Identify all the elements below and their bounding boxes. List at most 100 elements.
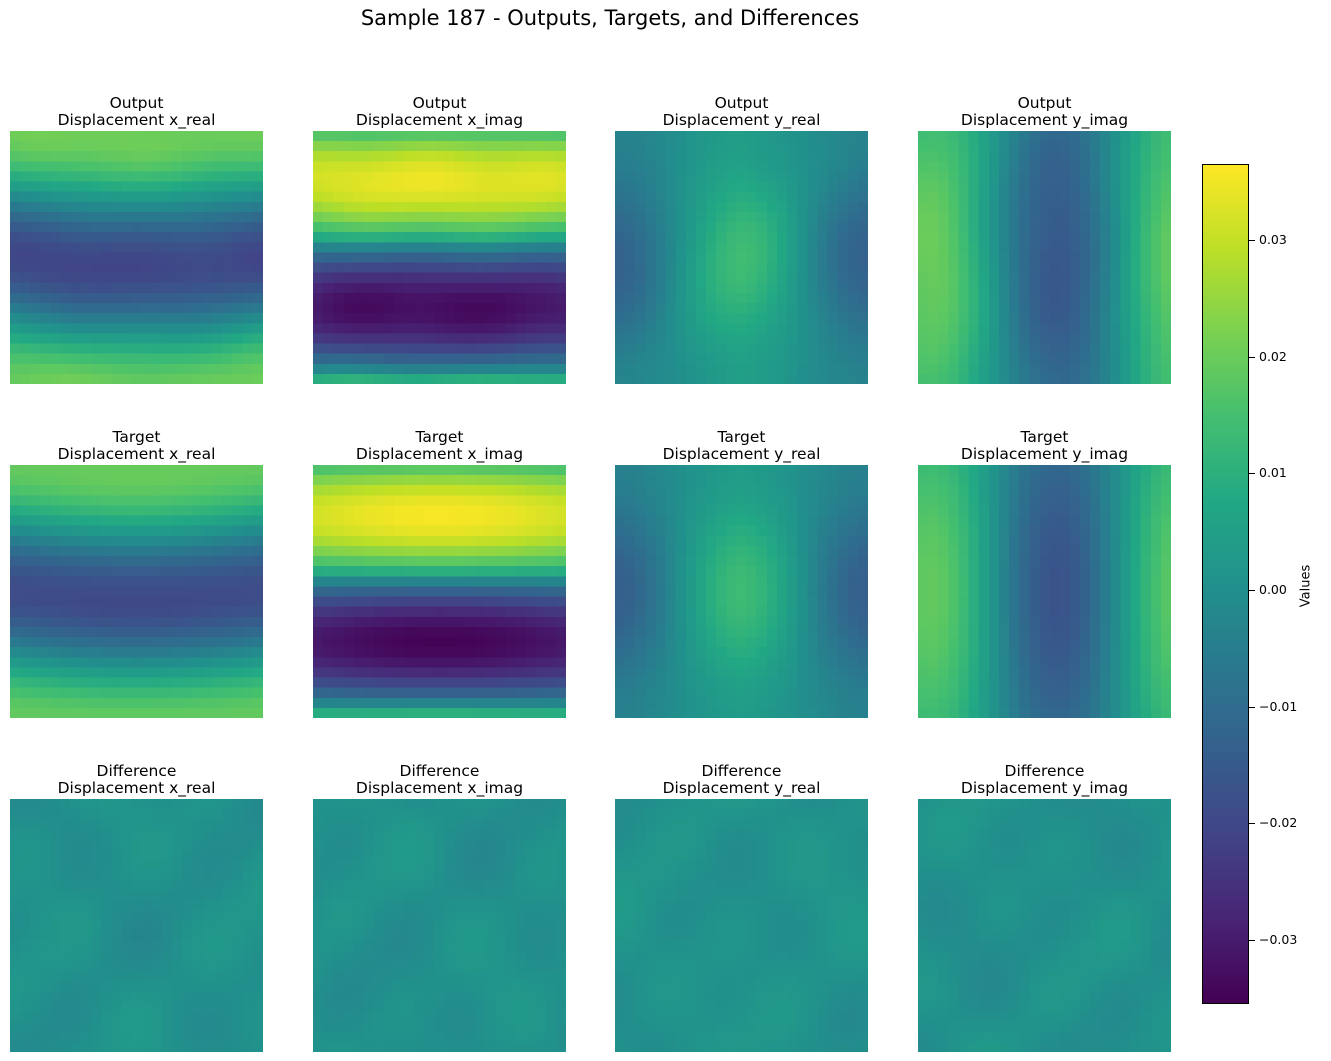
heatmap-cell	[373, 171, 385, 183]
heatmap-cell	[1049, 363, 1061, 375]
heatmap-cell	[928, 262, 939, 274]
heatmap-cell	[625, 596, 636, 608]
heatmap-cell	[495, 556, 506, 567]
heatmap-cell	[817, 363, 829, 375]
heatmap-cell	[20, 586, 31, 598]
heatmap-cell	[736, 222, 748, 233]
heatmap-cell	[746, 586, 758, 598]
heatmap-cell	[1059, 525, 1071, 537]
heatmap-cell	[685, 505, 697, 517]
heatmap-cell	[857, 465, 868, 476]
heatmap-cell	[141, 323, 153, 334]
heatmap-cell	[1090, 535, 1101, 547]
heatmap-cell	[1019, 505, 1030, 517]
heatmap-cell	[787, 465, 798, 476]
heatmap-cell	[817, 556, 829, 567]
heatmap-cell	[151, 525, 163, 537]
heatmap-cell	[958, 161, 970, 173]
heatmap-cell	[827, 242, 839, 254]
heatmap-cell	[726, 525, 738, 537]
heatmap-cell	[131, 566, 143, 577]
heatmap-cell	[706, 191, 717, 203]
heatmap-cell	[535, 222, 547, 233]
heatmap-cell	[222, 485, 234, 496]
heatmap-cell	[635, 303, 646, 314]
heatmap-cell	[1130, 252, 1142, 264]
heatmap-cell	[212, 637, 224, 648]
heatmap-cell	[817, 586, 829, 598]
heatmap-cell	[827, 657, 839, 668]
heatmap-cell	[393, 292, 405, 304]
heatmap-cell	[1130, 465, 1142, 476]
heatmap-cell	[161, 292, 173, 304]
heatmap-cell	[675, 181, 687, 193]
heatmap-cell	[1150, 535, 1162, 547]
heatmap-cell	[635, 515, 646, 527]
heatmap-cell	[80, 222, 92, 233]
heatmap-cell	[111, 616, 122, 628]
heatmap-cell	[202, 171, 213, 183]
heatmap-cell	[313, 586, 324, 598]
heatmap-cell	[847, 657, 859, 668]
heatmap-cell	[827, 475, 839, 486]
heatmap-cell	[988, 353, 1000, 365]
heatmap-cell	[20, 687, 31, 699]
heatmap-cell	[30, 667, 41, 679]
heatmap-cell	[726, 262, 738, 274]
heatmap-cell	[444, 141, 456, 152]
heatmap-cell	[20, 191, 31, 203]
heatmap-cell	[535, 535, 547, 547]
heatmap-cell	[485, 222, 496, 233]
heatmap-cell	[1039, 586, 1051, 598]
heatmap-cell	[222, 343, 234, 355]
heatmap-cell	[1029, 333, 1041, 345]
heatmap-cell	[464, 373, 476, 384]
heatmap-cell	[1150, 505, 1162, 517]
heatmap-cell	[50, 485, 62, 496]
heatmap-cell	[1150, 485, 1162, 496]
heatmap-cell	[141, 586, 153, 598]
heatmap-cell	[40, 141, 52, 152]
heatmap-cell	[797, 707, 808, 718]
heatmap-cell	[70, 515, 82, 527]
heatmap-cell	[555, 606, 566, 618]
heatmap-cell	[515, 667, 527, 679]
heatmap-cell	[60, 313, 72, 324]
heatmap-cell	[706, 363, 717, 375]
heatmap-cell	[242, 465, 254, 476]
heatmap	[615, 465, 868, 718]
heatmap-cell	[30, 262, 41, 274]
heatmap-cell	[665, 242, 677, 254]
heatmap-cell	[525, 171, 537, 183]
heatmap-cell	[111, 677, 122, 689]
heatmap-cell	[766, 161, 778, 173]
heatmap-cell	[1049, 373, 1061, 384]
heatmap-cell	[111, 333, 122, 345]
heatmap-cell	[363, 282, 375, 294]
heatmap-cell	[948, 151, 960, 162]
heatmap-cell	[948, 222, 960, 233]
heatmap-cell	[242, 667, 254, 679]
heatmap-cell	[343, 566, 355, 577]
heatmap-cell	[454, 596, 466, 608]
heatmap-cell	[202, 545, 213, 557]
heatmap-cell	[1120, 181, 1132, 193]
heatmap-cell	[1100, 515, 1111, 527]
heatmap-cell	[1059, 292, 1071, 304]
heatmap-cell	[373, 515, 385, 527]
heatmap-cell	[515, 637, 527, 648]
heatmap-cell	[454, 353, 466, 365]
heatmap-cell	[242, 161, 254, 173]
heatmap-cell	[1140, 222, 1152, 233]
heatmap-cell	[857, 525, 868, 537]
heatmap-cell	[151, 151, 163, 162]
heatmap-cell	[827, 586, 839, 598]
heatmap-cell	[192, 566, 203, 577]
heatmap-cell	[101, 171, 112, 183]
heatmap-cell	[424, 667, 436, 679]
heatmap-cell	[625, 222, 636, 233]
heatmap-cell	[171, 262, 183, 274]
heatmap-cell	[1029, 626, 1041, 638]
heatmap-cell	[1120, 211, 1132, 223]
heatmap-cell	[1120, 586, 1132, 598]
